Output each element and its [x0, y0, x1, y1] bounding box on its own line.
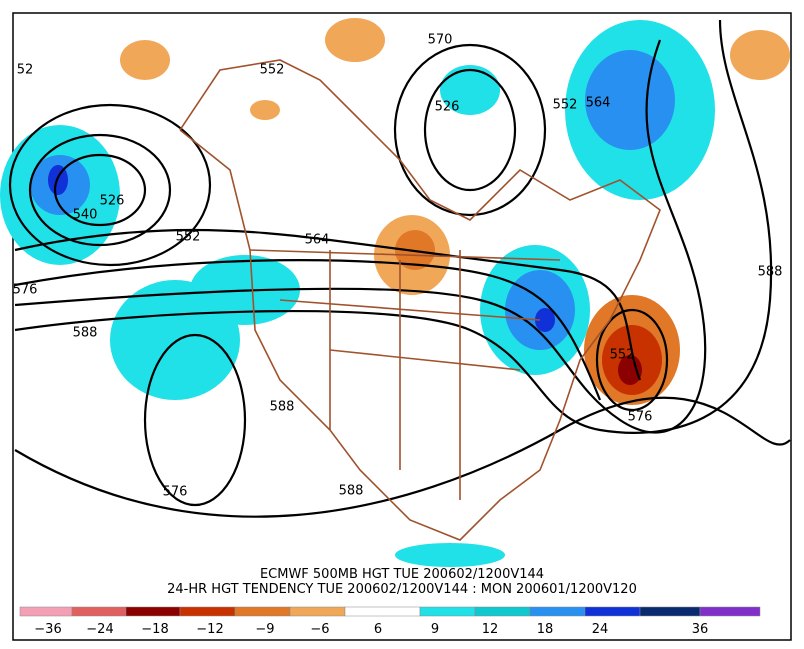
colorbar-box [584, 606, 641, 617]
contour-label: 540 [73, 208, 98, 223]
contour-label: 576 [628, 410, 653, 425]
colorbar-box [474, 606, 531, 617]
colorbar-label: 9 [431, 622, 439, 637]
colorbar-label: 12 [482, 622, 499, 637]
colorbar-label: −24 [86, 622, 113, 637]
colorbar-label: −18 [141, 622, 168, 637]
coastline [179, 59, 661, 541]
contour-label: 526 [435, 100, 460, 115]
contour-label: 576 [13, 283, 38, 298]
header-line2: 24-HR HGT TENDENCY TUE 200602/1200V144 :… [167, 582, 637, 597]
colorbar-box [19, 606, 73, 617]
contour-label: 564 [305, 233, 330, 248]
colorbar-box [234, 606, 291, 617]
contour-label: 552 [610, 348, 635, 363]
colorbar-box [179, 606, 236, 617]
contour-label: 552 [260, 63, 285, 78]
header-line1: ECMWF 500MB HGT TUE 200602/1200V144 [260, 567, 544, 582]
contour-label: 552 [553, 98, 578, 113]
colorbar-box [419, 606, 476, 617]
contour-label: 564 [586, 96, 611, 111]
colorbar-label: 36 [692, 622, 709, 637]
colorbar-label: 6 [374, 622, 382, 637]
colorbar-label: −36 [34, 622, 61, 637]
contour-label: 588 [270, 400, 295, 415]
contour-label: 588 [339, 484, 364, 499]
colorbar-label: 24 [592, 622, 609, 637]
colorbar-box [344, 606, 421, 617]
colorbar-label: 18 [537, 622, 554, 637]
contour-label: 588 [758, 265, 783, 280]
contour-label: 526 [100, 194, 125, 209]
colorbar-label: −12 [196, 622, 223, 637]
colorbar-box [125, 606, 181, 617]
contour-label: 552 [176, 230, 201, 245]
colorbar-box [529, 606, 586, 617]
contour-label: 52 [17, 63, 34, 78]
colorbar-label: −6 [310, 622, 329, 637]
contour-label: 570 [428, 33, 453, 48]
colorbar-label: −9 [255, 622, 274, 637]
colorbar-box [71, 606, 127, 617]
colorbar-box [699, 606, 761, 617]
colorbar-box [639, 606, 701, 617]
contour-label: 576 [163, 485, 188, 500]
contour-label: 588 [73, 326, 98, 341]
colorbar-box [289, 606, 346, 617]
